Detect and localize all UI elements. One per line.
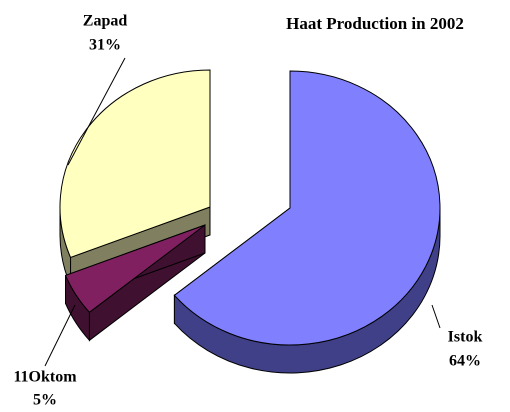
slice-value: 64% bbox=[449, 353, 481, 370]
leader-line bbox=[431, 304, 441, 329]
slice-value: 31% bbox=[89, 37, 121, 54]
slice bbox=[64, 224, 206, 314]
slice bbox=[59, 69, 211, 259]
leader-line bbox=[67, 57, 126, 166]
slice-label: 11Oktom bbox=[13, 369, 77, 386]
leader-line bbox=[44, 304, 76, 367]
slice-label: Zapad bbox=[83, 13, 128, 30]
chart-title: Haat Production in 2002 bbox=[286, 14, 464, 33]
slice-label: Istok bbox=[448, 329, 483, 346]
slice-value: 5% bbox=[33, 392, 57, 409]
slice bbox=[173, 70, 441, 346]
